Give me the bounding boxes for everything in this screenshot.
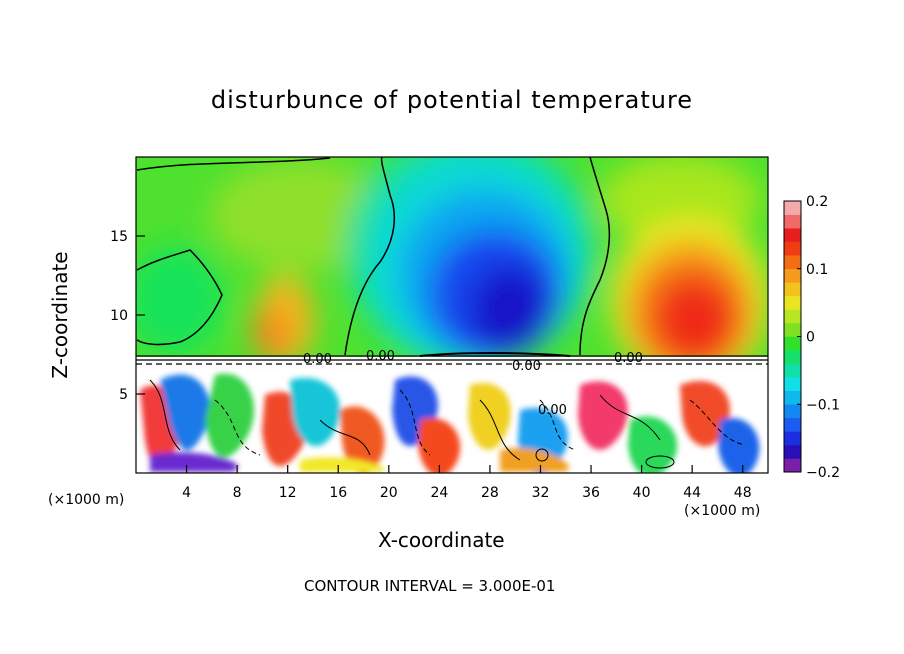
contour-label: 0.00 (614, 351, 643, 366)
x-unit-label-right: (×1000 m) (684, 503, 761, 519)
y-axis: 5 10 15 (110, 229, 145, 403)
colorbar-band (784, 268, 801, 283)
x-tick-label: 8 (233, 485, 242, 501)
x-tick-label: 28 (481, 485, 499, 501)
y-tick-label: 5 (119, 387, 128, 403)
colorbar-band (784, 404, 801, 419)
x-tick-label: 16 (329, 485, 347, 501)
colorbar-band (784, 241, 801, 256)
colorbar-band (784, 322, 801, 337)
x-tick-label: 4 (182, 485, 191, 501)
contour-label: 0.00 (366, 349, 395, 364)
colorbar: 0.2 0.1 0 −0.1 −0.2 (783, 194, 840, 481)
x-unit-label-left: (×1000 m) (48, 492, 125, 508)
colorbar-band (784, 444, 801, 459)
zero-contours (136, 157, 611, 356)
x-tick-label: 24 (430, 485, 448, 501)
x-tick-label: 20 (380, 485, 398, 501)
colorbar-band (784, 228, 801, 242)
colorbar-tick-label: 0.2 (806, 194, 828, 210)
colorbar-band (784, 431, 801, 446)
x-tick-label: 32 (532, 485, 550, 501)
colorbar-tick-label: −0.2 (806, 465, 840, 481)
colorbar-band (784, 255, 801, 270)
colorbar-band (784, 214, 801, 229)
colorbar-tick-label: 0.1 (806, 262, 828, 278)
x-tick-label: 40 (633, 485, 651, 501)
heatmap-field (136, 157, 768, 473)
x-axis-label: X-coordinate (378, 528, 505, 552)
colorbar-band (784, 295, 801, 310)
colorbar-band (784, 201, 801, 215)
contour-labels: 0.00 0.00 0.00 0.00 0.00 (303, 349, 643, 418)
x-tick-label: 48 (734, 485, 752, 501)
x-axis: 4 8 12 16 20 24 28 32 36 40 44 48 (182, 465, 752, 501)
colorbar-band (784, 417, 801, 432)
x-tick-label: 36 (582, 485, 600, 501)
contour-interval-note: CONTOUR INTERVAL = 3.000E-01 (304, 577, 556, 595)
contour-label: 0.00 (303, 352, 332, 367)
colorbar-band (784, 282, 801, 297)
colorbar-tick-label: −0.1 (806, 397, 840, 413)
x-tick-label: 44 (683, 485, 701, 501)
contour-label: 0.00 (538, 403, 567, 418)
x-tick-label: 12 (279, 485, 297, 501)
colorbar-band (784, 363, 801, 378)
colorbar-band (784, 377, 801, 391)
colorbar-tick-label: 0 (806, 330, 815, 346)
colorbar-band (784, 309, 801, 324)
colorbar-band (784, 390, 801, 405)
y-tick-label: 10 (110, 308, 128, 324)
colorbar-band (784, 350, 801, 364)
colorbar-band (784, 336, 801, 351)
colorbar-band (784, 458, 801, 473)
chart-title: disturbunce of potential temperature (210, 86, 694, 114)
contour-label: 0.00 (512, 359, 541, 374)
y-tick-label: 15 (110, 229, 128, 245)
